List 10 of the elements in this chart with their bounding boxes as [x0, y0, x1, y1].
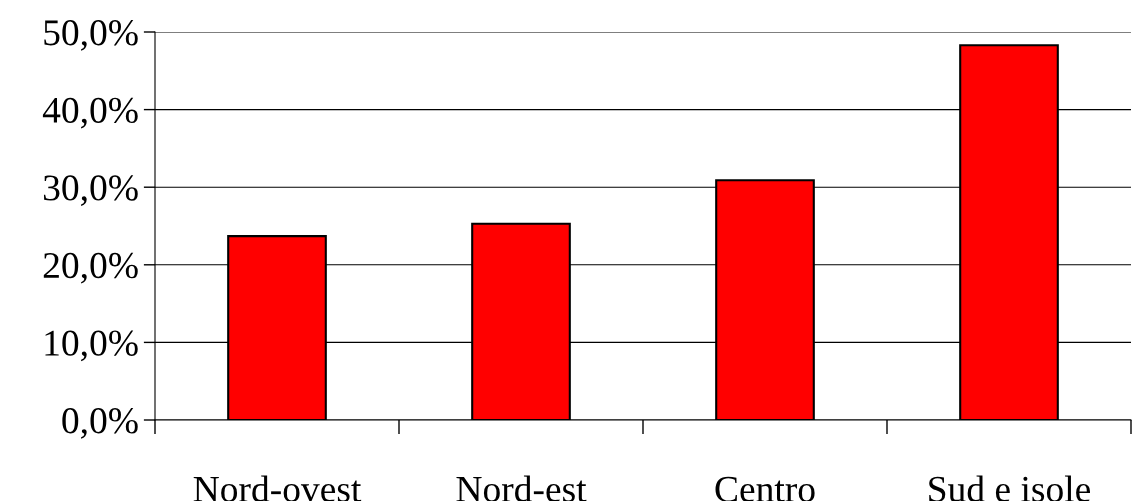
- x-tick-label: Sud e isole: [929, 475, 1090, 501]
- x-tick-label: Nord-est: [456, 475, 587, 501]
- y-tick-label: 20,0%: [43, 252, 138, 284]
- y-tick-label: 10,0%: [45, 330, 138, 362]
- y-tick-label: 50,0%: [44, 20, 138, 51]
- y-tick-label: 30,0%: [43, 175, 138, 206]
- y-tick-label: 0,0%: [62, 408, 138, 439]
- y-tick-label: 40,0%: [42, 97, 138, 129]
- x-tick-label: Centro: [715, 476, 815, 501]
- x-tick-label: Nord-ovest: [193, 475, 362, 501]
